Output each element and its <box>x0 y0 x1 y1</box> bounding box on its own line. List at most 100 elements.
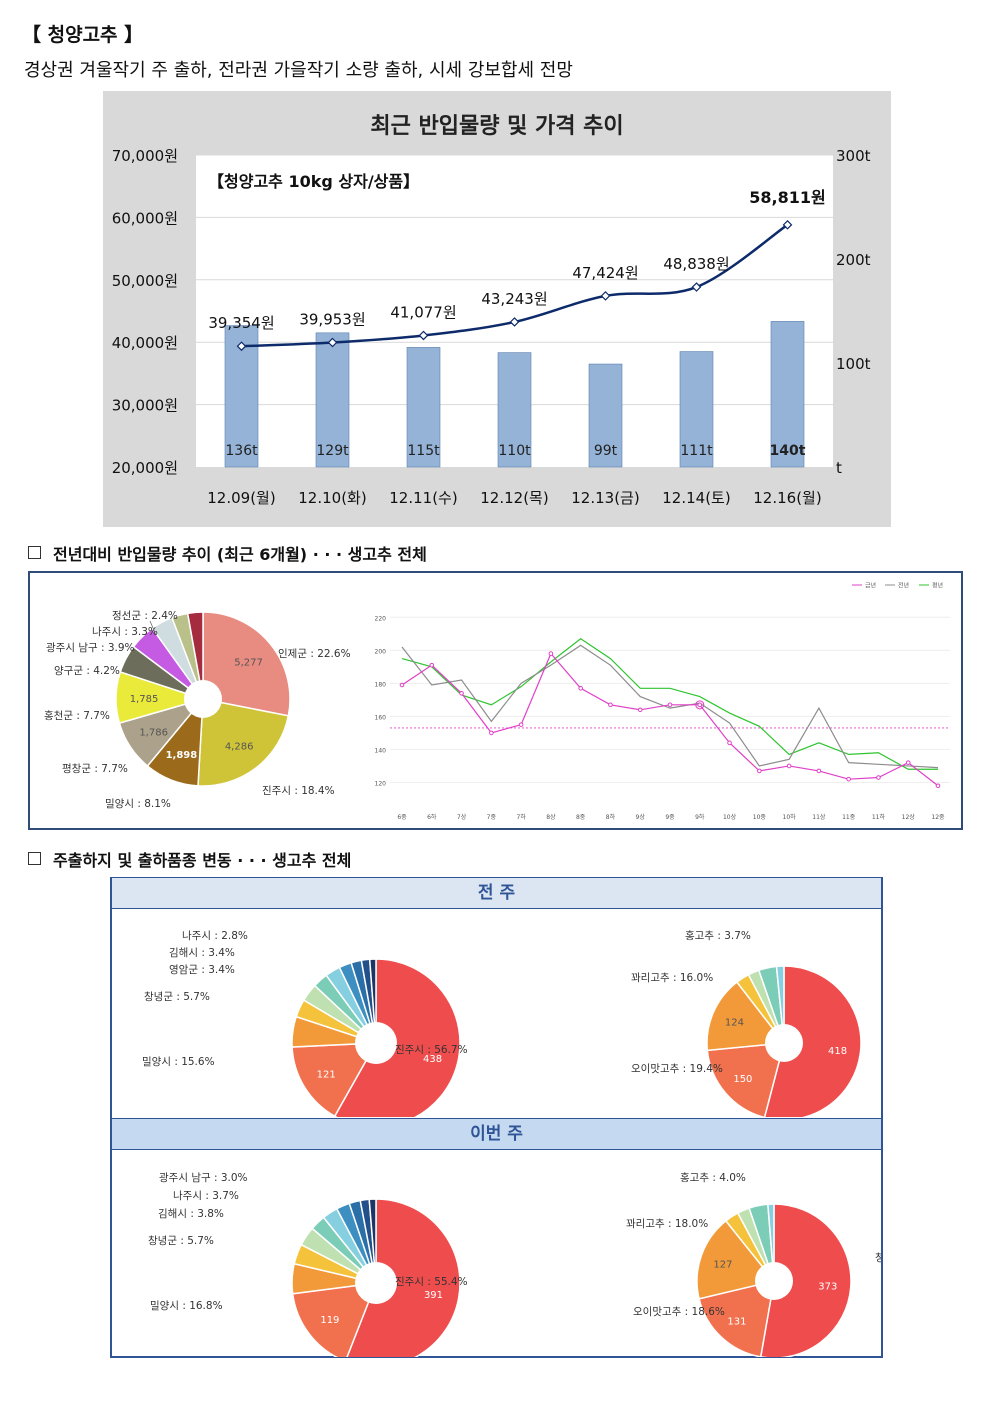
trend-panel: 5,277 4,286 1,898 1,786 1,785 인제군 : 22.6% 진주시 … <box>28 571 963 830</box>
y-left-tick: 40,000원 <box>112 334 178 352</box>
bar-value-label: 129t <box>316 443 349 459</box>
price-marker <box>236 341 247 352</box>
prev-region-value-label: 121 <box>317 1070 336 1081</box>
checkbox-square-icon <box>28 546 41 559</box>
region-slice <box>186 611 204 700</box>
prev-variety-center-hole <box>765 1024 803 1062</box>
prev-variety-slice <box>775 965 785 1044</box>
price-label: 43,243원 <box>481 290 547 308</box>
this-region-value-label: 391 <box>424 1290 443 1301</box>
series-marker <box>816 768 822 774</box>
x-tick: 9상 <box>636 813 646 821</box>
x-category-label: 12.14(토) <box>662 489 730 507</box>
x-category-label: 12.10(화) <box>298 489 366 507</box>
volume-bar <box>679 351 714 468</box>
region-value-label: 1,786 <box>139 727 168 738</box>
price-label: 41,077원 <box>390 303 456 321</box>
prev-region-slice <box>368 958 377 1044</box>
region-pct-label: 평창군 : 7.7% <box>62 763 128 775</box>
prev-region-pct-label: 김해시 : 3.4% <box>169 946 235 959</box>
prev-variety-slice <box>706 1042 785 1117</box>
prev-variety-value-label: 124 <box>725 1018 744 1029</box>
series-marker <box>548 651 554 656</box>
prev-variety-value-label: 418 <box>828 1046 847 1057</box>
prev-variety-slice <box>706 981 786 1052</box>
price-label: 39,354원 <box>208 314 274 332</box>
bar-value-label: 99t <box>594 443 618 459</box>
x-tick: 6하 <box>427 813 437 821</box>
prev-region-slice <box>333 958 461 1117</box>
this-variety-value-label: 127 <box>713 1259 732 1270</box>
x-tick: 7상 <box>457 813 467 821</box>
series-marker <box>637 707 643 713</box>
series-marker <box>846 776 851 782</box>
this-region-pct-label: 광주시 남구 : 3.0% <box>159 1172 248 1184</box>
x-tick: 10상 <box>723 813 737 821</box>
y-left-tick: 30,000원 <box>112 397 178 415</box>
this-variety-pct-label: 청양고추 : 52.8% <box>875 1252 881 1264</box>
y-left-tick: 50,000원 <box>112 272 178 290</box>
price-marker <box>782 219 793 230</box>
this-region-slice <box>291 1282 378 1357</box>
prev-region-value-label: 438 <box>423 1054 442 1065</box>
legend-label: 평년 <box>932 582 943 590</box>
series-line <box>401 652 939 787</box>
this-variety-center-hole <box>755 1262 793 1300</box>
region-slice <box>202 611 291 717</box>
region-pct-label: 광주시 남구 : 3.9% <box>46 642 135 654</box>
region-value-label: 1,898 <box>166 750 198 761</box>
region-pct-label: 나주시 : 3.3% <box>92 626 158 638</box>
region-value-label: 4,286 <box>225 742 254 753</box>
region-value-label: 1,785 <box>130 694 159 705</box>
this-variety-slice <box>767 1203 775 1282</box>
prev-week-variety-pie: 418150124청양고추 : 54.1%오이맛고추 : 19.4%꽈리고추 :… <box>631 929 862 1117</box>
this-week-variety-pie: 373 131 127 청양고추 : 52.8% 오이맛고추 : 18.6% 꽈리고추 :… <box>626 1171 881 1357</box>
y-tick: 220 <box>375 615 387 622</box>
price-label: 47,424원 <box>572 264 638 282</box>
highlight-marker <box>695 700 705 710</box>
region-slice <box>197 698 290 787</box>
y-left-tick: 20,000원 <box>112 459 178 477</box>
x-tick: 10하 <box>783 813 797 821</box>
x-tick: 9하 <box>695 813 705 821</box>
y-right-tick: 200t <box>836 251 871 269</box>
prev-region-center-hole <box>355 1022 397 1064</box>
volume-trend-line-chart: 120 140 160 180 200 220 6중 6하 7상 7중 7하 8상 8중 8하 9상 9중 9하… <box>375 582 950 821</box>
y-tick: 200 <box>375 648 387 655</box>
this-variety-value-label: 373 <box>818 1282 837 1293</box>
shipping-section-title: 주출하지 및 출하품종 변동 · · · 생고추 전체 <box>53 851 352 870</box>
this-variety-pct-label: 오이맛고추 : 18.6% <box>633 1306 725 1318</box>
volume-bar <box>406 347 441 468</box>
x-tick: 7중 <box>487 814 497 821</box>
shipping-panel: 전 주 438 121 진주시 : 56.7% 밀양시 : 15.6% 창녕군 : 5.… <box>110 877 883 1358</box>
this-region-center-hole <box>355 1262 397 1304</box>
prev-region-pct-label: 진주시 : 56.7% <box>395 1044 468 1056</box>
this-variety-slice <box>698 1280 775 1357</box>
price-marker <box>600 291 611 301</box>
this-region-pct-label: 진주시 : 55.4% <box>395 1276 468 1288</box>
chart-title: 최근 반입물량 및 가격 추이 <box>370 114 623 139</box>
price-label: 39,953원 <box>299 310 365 328</box>
price-label: 58,811원 <box>749 188 825 207</box>
prev-variety-slice <box>763 965 862 1117</box>
y-tick: 160 <box>375 714 387 721</box>
volume-bar <box>315 332 350 468</box>
volume-price-chart: 최근 반입물량 및 가격 추이 【청양고추 10kg 상자/상품】 20,000원 3… <box>103 91 891 527</box>
shipping-section-heading: 주출하지 및 출하품종 변동 · · · 생고추 전체 <box>28 847 351 871</box>
this-region-slice <box>368 1198 377 1284</box>
series-marker <box>667 702 673 708</box>
this-variety-pct-label: 홍고추 : 4.0% <box>680 1171 746 1184</box>
region-pct-label: 밀양시 : 8.1% <box>105 798 171 810</box>
region-volume-pie: 5,277 4,286 1,898 1,786 1,785 인제군 : 22.6% 진주시 … <box>44 610 351 810</box>
this-region-pct-label: 밀양시 : 16.8% <box>150 1300 223 1312</box>
series-line <box>401 644 939 769</box>
region-center-hole <box>184 680 222 718</box>
chart-inner-label: 【청양고추 10kg 상자/상품】 <box>208 172 419 191</box>
y-right-tick: 100t <box>836 355 871 373</box>
bar-value-label: 110t <box>498 443 531 459</box>
checkbox-square-icon <box>28 852 41 865</box>
series-marker <box>757 768 762 774</box>
region-pct-label: 정선군 : 2.4% <box>112 610 178 622</box>
x-category-label: 12.11(수) <box>389 489 457 507</box>
y-tick: 180 <box>375 681 387 688</box>
